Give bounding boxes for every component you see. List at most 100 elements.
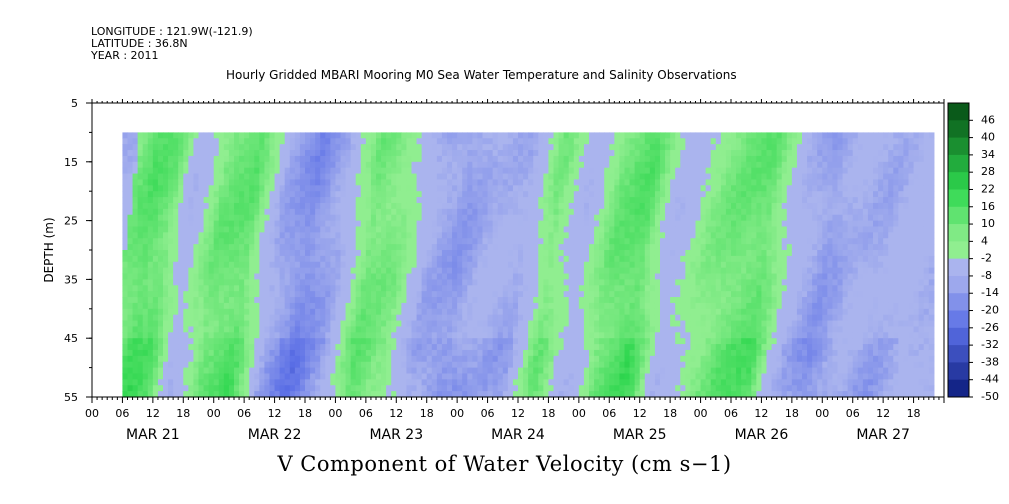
heatmap-cell: [183, 191, 189, 198]
heatmap-cell: [680, 191, 686, 198]
heatmap-cell: [178, 302, 184, 310]
heatmap-cell: [573, 361, 580, 369]
heatmap-cell: [599, 361, 605, 369]
heatmap-cell: [619, 202, 626, 210]
heatmap-cell: [457, 250, 463, 257]
heatmap-cell: [599, 150, 605, 157]
heatmap-cell: [634, 338, 641, 345]
heatmap-cell: [507, 138, 514, 145]
heatmap-cell: [538, 267, 544, 275]
heatmap-cell: [401, 355, 408, 363]
heatmap-cell: [163, 344, 169, 351]
heatmap-cell: [386, 349, 392, 357]
heatmap-cell: [173, 226, 179, 233]
heatmap-cell: [629, 297, 636, 304]
heatmap-cell: [183, 344, 189, 351]
heatmap-cell: [416, 244, 423, 251]
heatmap-cell: [573, 367, 580, 375]
heatmap-cell: [583, 291, 590, 298]
heatmap-cell: [568, 385, 575, 392]
heatmap-cell: [396, 220, 402, 228]
heatmap-cell: [523, 155, 529, 163]
heatmap-cell: [421, 332, 428, 339]
heatmap-cell: [660, 349, 666, 357]
heatmap-cell: [223, 138, 230, 145]
heatmap-cell: [330, 214, 337, 222]
heatmap-cell: [122, 132, 129, 139]
heatmap-cell: [447, 250, 453, 257]
heatmap-cell: [497, 332, 504, 339]
heatmap-cell: [583, 338, 590, 345]
heatmap-cell: [548, 267, 555, 275]
heatmap-cell: [183, 250, 189, 257]
heatmap-cell: [543, 361, 550, 369]
heatmap-cell: [193, 344, 200, 351]
heatmap-cell: [589, 361, 595, 369]
heatmap-cell: [599, 367, 605, 375]
heatmap-cell: [376, 273, 382, 280]
heatmap-cell: [609, 379, 615, 386]
heatmap-cell: [218, 285, 225, 292]
heatmap-cell: [416, 267, 423, 275]
heatmap-cell: [203, 244, 210, 251]
heatmap-cell: [330, 385, 337, 392]
heatmap-cell: [234, 132, 240, 139]
heatmap-cell: [264, 214, 271, 222]
heatmap-cell: [269, 238, 276, 245]
heatmap-cell: [447, 197, 453, 204]
heatmap-cell: [472, 155, 479, 163]
heatmap-cell: [259, 391, 266, 398]
heatmap-cell: [543, 332, 550, 339]
heatmap-cell: [228, 367, 235, 375]
heatmap-cell: [649, 302, 656, 310]
heatmap-cell: [660, 226, 666, 233]
heatmap-cell: [365, 220, 372, 228]
heatmap-cell: [178, 197, 184, 204]
heatmap-cell: [284, 132, 291, 139]
heatmap-cell: [518, 267, 524, 275]
heatmap-cell: [609, 291, 615, 298]
heatmap-cell: [477, 226, 484, 233]
heatmap-cell: [660, 202, 666, 210]
heatmap-cell: [355, 355, 362, 363]
heatmap-cell: [578, 308, 585, 316]
heatmap-cell: [360, 250, 367, 257]
heatmap-cell: [507, 314, 514, 322]
heatmap-cell: [578, 385, 585, 392]
heatmap-cell: [639, 285, 646, 292]
heatmap-cell: [492, 332, 499, 339]
heatmap-cell: [523, 385, 529, 392]
heatmap-cell: [350, 291, 357, 298]
heatmap-cell: [254, 155, 260, 163]
heatmap-cell: [619, 191, 626, 198]
heatmap-cell: [578, 238, 585, 245]
heatmap-cell: [583, 297, 590, 304]
heatmap-cell: [487, 367, 494, 375]
heatmap-cell: [223, 285, 230, 292]
heatmap-cell: [173, 344, 179, 351]
heatmap-cell: [264, 132, 271, 139]
heatmap-cell: [654, 138, 661, 145]
heatmap-cell: [452, 255, 458, 263]
heatmap-cell: [152, 138, 159, 145]
heatmap-cell: [457, 279, 463, 286]
heatmap-cell: [416, 373, 423, 380]
heatmap-cell: [568, 138, 575, 145]
heatmap-cell: [639, 250, 646, 257]
heatmap-cell: [239, 244, 245, 251]
heatmap-cell: [568, 297, 575, 304]
heatmap-cell: [188, 314, 195, 322]
heatmap-cell: [589, 155, 595, 163]
heatmap-cell: [315, 150, 321, 157]
heatmap-cell: [649, 291, 656, 298]
heatmap-cell: [670, 232, 676, 239]
heatmap-cell: [239, 197, 245, 204]
heatmap-cell: [558, 308, 565, 316]
heatmap-cell: [639, 132, 646, 139]
heatmap-cell: [594, 220, 600, 228]
heatmap-cell: [502, 332, 509, 339]
heatmap-cell: [340, 391, 347, 398]
heatmap-cell: [467, 150, 473, 157]
heatmap-cell: [533, 191, 539, 198]
heatmap-cell: [487, 144, 494, 151]
